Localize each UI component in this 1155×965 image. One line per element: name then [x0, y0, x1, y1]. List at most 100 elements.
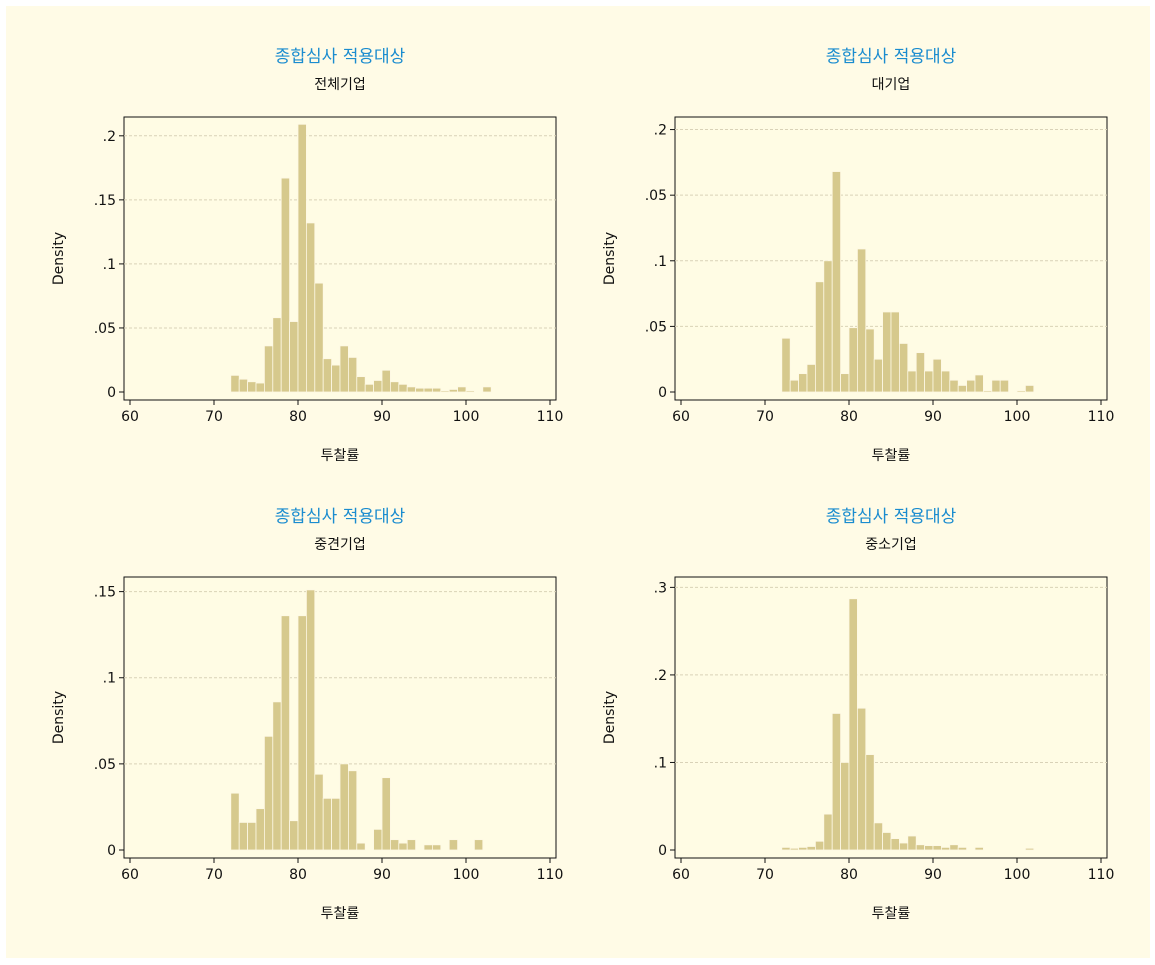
panel-small-bar-20	[949, 844, 959, 851]
panel-all-x-tick-label-3: 90	[373, 409, 391, 425]
panel-mid-bar-17	[381, 777, 391, 851]
panel-mid-bar-13	[339, 763, 349, 851]
panel-all-bar-28	[465, 390, 475, 393]
panel-small-bar-21	[957, 846, 968, 851]
panel-small-x-tick-label-1: 70	[756, 867, 774, 883]
panel-all-bar-20	[398, 383, 408, 393]
panel-large-x-tick-label-1: 70	[756, 409, 774, 425]
panel-small-bar-11	[873, 822, 884, 851]
panel-large-title: 종합심사 적용대상	[826, 47, 957, 67]
panel-small-bar-16	[915, 844, 926, 851]
panel-large-bar-28	[1025, 385, 1035, 393]
panel-mid-y-tick-label-0: 0	[107, 843, 116, 859]
panel-all-bar-26	[448, 389, 459, 393]
panel-mid-bar-4	[263, 735, 274, 851]
panel-mid-x-tick-label-0: 60	[121, 867, 139, 883]
panel-large-bar-25	[991, 379, 1001, 393]
panel-small-x-tick-label-4: 100	[1004, 867, 1031, 883]
panel-small-bar-7	[840, 762, 850, 851]
panel-mid-bar-0	[230, 792, 240, 851]
panel-large-bar-9	[857, 248, 867, 393]
panel-mid-x-tick-label-3: 90	[373, 867, 391, 883]
panel-large-bar-4	[815, 281, 825, 393]
panel-mid-bar-22	[431, 844, 442, 851]
panel-all-x-tick-label-2: 80	[289, 409, 307, 425]
panel-small-y-tick-label-2: .2	[654, 668, 667, 684]
panel-small-bar-9	[857, 707, 867, 851]
panel-all-x-tick-label-4: 100	[453, 409, 480, 425]
panel-small-bar-2	[798, 846, 808, 851]
panel-large-bar-13	[890, 311, 900, 393]
panel-small-bar-19	[941, 846, 951, 851]
panel-small-subtitle: 중소기업	[865, 537, 917, 553]
panel-large-bar-0	[781, 337, 791, 393]
panel-large-bar-2	[798, 373, 808, 393]
panel-large-y-tick-label-3: .05	[645, 188, 667, 204]
panel-all-bar-22	[415, 387, 425, 393]
panel-small-y-tick-label-0: 0	[658, 843, 667, 859]
panel-small-bar-14	[899, 842, 909, 851]
panel-all-bar-19	[389, 381, 400, 393]
panel-all-bar-8	[297, 123, 307, 393]
panel-small-bar-12	[882, 832, 892, 851]
panel-small-bar-8	[848, 598, 858, 851]
panel-large-bar-18	[932, 358, 942, 393]
panel-large-bar-16	[915, 352, 926, 393]
panel-all-bar-14	[347, 357, 358, 393]
panel-all-y-tick-label-0: 0	[107, 385, 116, 401]
panel-large-bar-11	[873, 358, 884, 393]
panel-all-bar-21	[406, 386, 417, 393]
panel-mid-bar-7	[289, 820, 299, 851]
panel-mid-bar-8	[297, 615, 307, 851]
panel-large-x-tick-label-5: 110	[1088, 409, 1115, 425]
panel-mid-bar-5	[272, 701, 282, 851]
panel-all-bar-16	[364, 383, 375, 393]
panel-all-bar-23	[423, 387, 433, 393]
panel-all-bar-17	[373, 380, 383, 393]
panel-small-y-axis-label: Density	[602, 691, 618, 744]
panel-large-x-tick-label-2: 80	[840, 409, 858, 425]
panel-large-x-axis-label: 투찰률	[872, 448, 911, 464]
panel-mid-bar-18	[389, 839, 400, 851]
panel-large-bar-20	[949, 379, 959, 393]
panel-mid-bar-14	[347, 770, 358, 851]
panel-mid-x-tick-label-4: 100	[453, 867, 480, 883]
panel-small-x-tick-label-2: 80	[840, 867, 858, 883]
panel-mid-bar-11	[322, 797, 333, 851]
panel-all-y-tick-label-1: .05	[94, 321, 116, 337]
panel-all-x-tick-label-5: 110	[537, 409, 564, 425]
panel-large-y-tick-label-1: .05	[645, 319, 667, 335]
panel-small-y-tick-label-3: .3	[654, 580, 667, 596]
panel-mid-y-tick-label-1: .05	[94, 757, 116, 773]
panel-large-bar-26	[999, 379, 1010, 393]
panel-all-subtitle: 전체기업	[314, 77, 366, 93]
panel-mid-bar-12	[331, 797, 341, 851]
panel-all-bar-6	[280, 177, 291, 393]
panel-small-bar-15	[907, 835, 917, 851]
panel-all-y-axis-label: Density	[51, 232, 67, 285]
panel-all-y-tick-label-3: .15	[94, 193, 116, 209]
panel-mid-bar-24	[473, 839, 484, 851]
panel-large-bar-5	[823, 260, 833, 393]
panel-mid-bar-20	[406, 839, 417, 851]
panel-mid-bar-19	[398, 842, 408, 851]
panel-large-x-tick-label-4: 100	[1004, 409, 1031, 425]
panel-large-bar-15	[907, 370, 917, 393]
panel-all-bar-3	[255, 382, 265, 393]
panel-all-bar-18	[381, 369, 391, 393]
panel-all-title: 종합심사 적용대상	[275, 47, 406, 67]
panel-all-bar-24	[431, 387, 442, 393]
panel-large-y-tick-label-4: .2	[654, 123, 667, 139]
panel-all-bar-2	[247, 381, 257, 393]
panel-large-bar-17	[924, 370, 934, 393]
panel-large-bar-19	[941, 370, 951, 393]
panel-mid-bar-2	[247, 822, 257, 851]
panel-small-bar-6	[831, 713, 842, 851]
panel-large-bar-24	[983, 390, 993, 393]
panel-small-bar-10	[865, 754, 875, 851]
panel-large-x-tick-label-0: 60	[672, 409, 690, 425]
panel-large-bar-1	[789, 379, 800, 393]
panel-small-x-tick-label-5: 110	[1088, 867, 1115, 883]
panel-small-bar-17	[924, 845, 934, 851]
panel-small-plot-area	[674, 576, 1108, 859]
